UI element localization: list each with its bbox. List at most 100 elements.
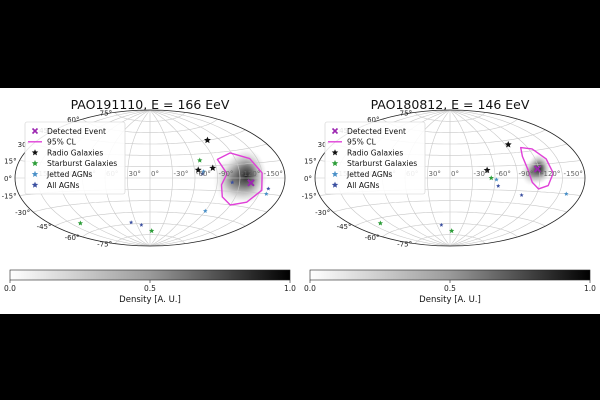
meridian-line [127, 109, 151, 247]
legend-star-marker [331, 170, 339, 177]
legend-label: Jetted AGNs [346, 170, 392, 179]
lon-tick-label: -90° [219, 170, 234, 178]
legend-label: 95% CL [347, 138, 377, 147]
density-halo [212, 155, 253, 205]
lon-tick-label: 30° [129, 170, 141, 178]
lat-tick-label: -45° [37, 223, 52, 231]
starburst-galaxy-marker [77, 220, 84, 226]
legend-box [24, 121, 126, 195]
lat-tick-label: -15° [2, 193, 17, 201]
legend-label: 95% CL [47, 138, 77, 147]
starburst-galaxy-marker [488, 175, 494, 181]
lat-tick-label: 60° [367, 116, 379, 124]
radio-galaxy-marker [504, 141, 512, 148]
meridian-line [149, 109, 241, 247]
radio-galaxy-marker [483, 166, 491, 174]
legend-label: Radio Galaxies [347, 148, 403, 157]
lat-tick-label: 15° [4, 157, 16, 165]
legend-star-marker [31, 181, 39, 188]
meridian-line [449, 109, 518, 247]
radio-galaxy-marker [194, 166, 202, 173]
panel-title: PAO180812, E = 146 EeV [371, 97, 530, 112]
legend-event-marker [331, 127, 339, 135]
legend-label: All AGNs [347, 181, 379, 190]
meridian-line [149, 109, 218, 247]
lat-tick-label: -30° [315, 209, 330, 217]
lat-tick-label: -30° [15, 209, 30, 217]
legend-label: Detected Event [47, 127, 106, 136]
lat-tick-label: 0° [304, 175, 312, 183]
legend-star-marker [331, 160, 339, 167]
lon-tick-label: -30° [174, 170, 189, 178]
detected-event-marker [247, 179, 255, 187]
meridian-line [449, 109, 496, 247]
lon-tick-label: -30° [474, 170, 489, 178]
legend-label: Radio Galaxies [47, 148, 103, 157]
lat-tick-label: -75° [97, 241, 112, 249]
starburst-galaxy-marker [197, 157, 203, 163]
map-border [314, 109, 586, 247]
cl-95-contour [520, 146, 554, 190]
lat-tick-label: -45° [337, 223, 352, 231]
all-agn-marker [519, 192, 524, 197]
lon-tick-label: -60° [496, 170, 511, 178]
legend-star-marker [31, 149, 39, 156]
legend-star-marker [31, 160, 39, 167]
lon-tick-label: 30° [429, 170, 441, 178]
starburst-galaxy-marker [377, 220, 384, 226]
colorbar-tick-label: 1.0 [584, 284, 596, 293]
lat-tick-label: -60° [65, 234, 80, 242]
legend-box [324, 121, 426, 195]
lat-tick-label: 30° [18, 141, 30, 149]
meridian-line [449, 109, 541, 247]
lat-tick-label: 15° [304, 157, 316, 165]
lat-tick-label: -15° [302, 193, 317, 201]
sky-map-panel-1: PAO191110, E = 166 EeV75°60°45°30°15°0°-… [2, 97, 297, 305]
colorbar-tick-label: 1.0 [284, 284, 296, 293]
meridian-line [149, 109, 196, 247]
radio-galaxy-marker [209, 164, 217, 171]
legend-star-marker [31, 170, 39, 177]
legend-label: Detected Event [347, 127, 406, 136]
all-agn-marker [496, 183, 501, 188]
panel-title: PAO191110, E = 166 EeV [71, 97, 230, 112]
map-border [14, 109, 286, 247]
colorbar: 0.0 0.5 1.0 Density [A. U.] [4, 269, 296, 305]
meridian-line [449, 109, 563, 247]
meridian-line [427, 109, 451, 247]
jetted-agn-marker [494, 177, 499, 182]
colorbar-tick-label: 0.5 [144, 284, 156, 293]
all-agn-marker [200, 171, 205, 176]
lon-tick-label: 0° [151, 170, 159, 178]
colorbar-label: Density [A. U.] [419, 295, 481, 305]
colorbar: 0.0 0.5 1.0 Density [A. U.] [304, 269, 596, 305]
legend-label: Starburst Galaxies [347, 159, 417, 168]
colorbar-tick-label: 0.0 [304, 284, 316, 293]
jetted-agn-marker [201, 169, 206, 174]
lat-tick-label: 60° [67, 116, 79, 124]
colorbar-gradient [9, 269, 291, 281]
meridian-line [149, 109, 173, 247]
legend-label: Starburst Galaxies [47, 159, 117, 168]
lon-tick-label: -120° [541, 170, 560, 178]
lon-tick-label: -120° [241, 170, 260, 178]
all-agn-marker [230, 180, 235, 185]
colorbar-label: Density [A. U.] [119, 295, 181, 305]
lon-tick-label: -150° [564, 170, 583, 178]
sky-map-panel-2: PAO180812, E = 146 EeV75°60°45°30°15°0°-… [302, 97, 597, 305]
lat-tick-label: -60° [365, 234, 380, 242]
lon-tick-label: -60° [196, 170, 211, 178]
lat-tick-label: 30° [318, 141, 330, 149]
starburst-galaxy-marker [149, 228, 155, 234]
all-agn-marker [129, 220, 134, 225]
cl-95-contour [216, 152, 263, 206]
colorbar-tick-label: 0.0 [4, 284, 16, 293]
legend-label: Jetted AGNs [46, 170, 92, 179]
lat-tick-label: 0° [4, 175, 12, 183]
legend-star-marker [331, 149, 339, 156]
lon-tick-label: -150° [264, 170, 283, 178]
colorbar-tick-label: 0.5 [444, 284, 456, 293]
